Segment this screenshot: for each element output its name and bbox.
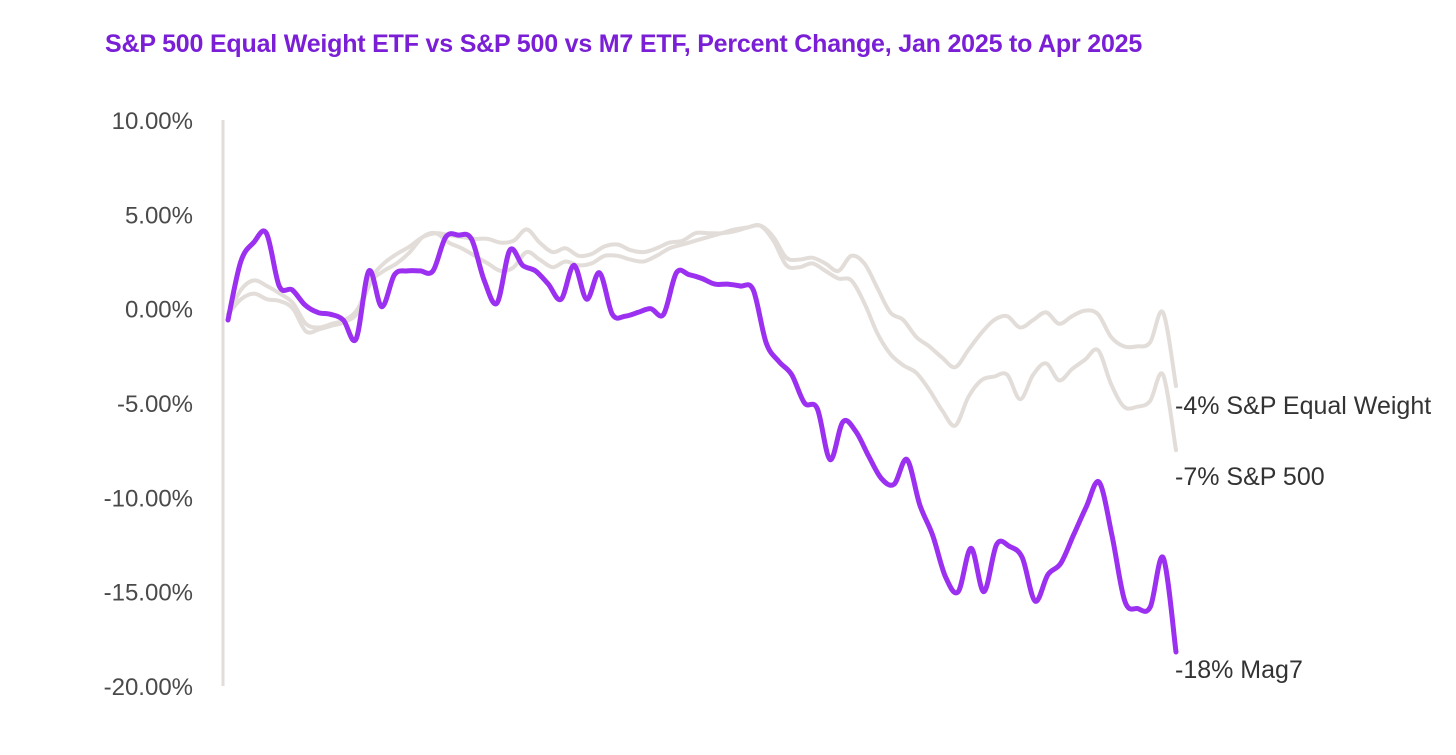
end-label-mag7: -18% Mag7 xyxy=(1175,656,1303,684)
y-tick-label: 0.00% xyxy=(125,297,193,324)
y-tick-label: -5.00% xyxy=(117,391,193,418)
y-tick-labels: 10.00% 5.00% 0.00% -5.00% -10.00% -15.00% -20.… xyxy=(104,108,193,701)
end-label-s-p-equal-weight: -4% S&P Equal Weight xyxy=(1175,392,1431,420)
series-end-labels: -4% S&P Equal Weight -7% S&P 500 -18% Mag7 xyxy=(1175,392,1431,684)
y-tick-label: -10.00% xyxy=(104,485,193,512)
series-lines xyxy=(225,222,1179,655)
chart-title: S&P 500 Equal Weight ETF vs S&P 500 vs M… xyxy=(105,30,1143,58)
y-tick-label: -15.00% xyxy=(104,580,193,607)
series-line-s-p-500 xyxy=(226,222,1178,453)
series-line-s-p-equal-weight xyxy=(226,223,1178,388)
y-tick-label: 10.00% xyxy=(112,108,193,135)
y-tick-label: 5.00% xyxy=(125,202,193,229)
end-label-s-p-500: -7% S&P 500 xyxy=(1175,463,1325,491)
y-tick-label: -20.00% xyxy=(104,674,193,701)
series-line-mag7 xyxy=(225,228,1179,655)
